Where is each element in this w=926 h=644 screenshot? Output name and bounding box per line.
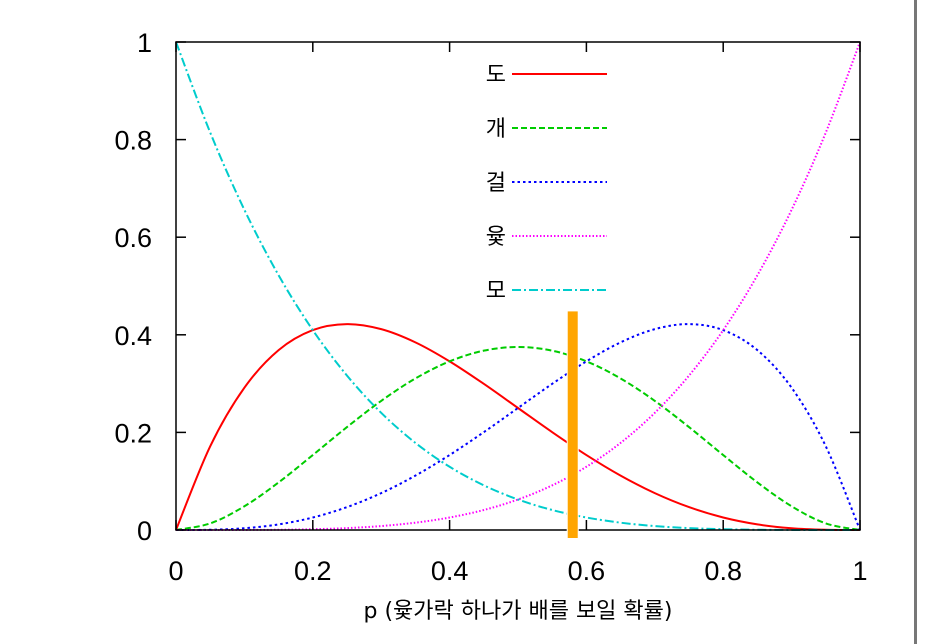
legend-label: 모 xyxy=(486,279,506,304)
legend-label: 걸 xyxy=(486,171,506,196)
series-line-5 xyxy=(175,41,861,532)
x-tick-label: 0.2 xyxy=(294,556,332,586)
marker-layer xyxy=(566,307,579,539)
y-tick-label: 0.2 xyxy=(114,418,152,448)
series-line-4 xyxy=(175,41,861,532)
legend-label: 윷 xyxy=(486,225,506,250)
x-tick-label: 0.6 xyxy=(568,556,606,586)
y-tick-label: 0.4 xyxy=(114,321,152,351)
legend-label: 개 xyxy=(486,117,506,142)
marker-bar xyxy=(567,311,578,538)
y-tick-label: 0 xyxy=(137,516,152,546)
series-line-2 xyxy=(175,345,861,531)
page-border xyxy=(914,0,917,644)
y-tick-label: 0.8 xyxy=(114,126,152,156)
y-tick-label: 0.6 xyxy=(114,223,152,253)
series-layer xyxy=(175,41,861,532)
y-tick-label: 1 xyxy=(137,28,152,58)
x-tick-label: 0.4 xyxy=(431,556,469,586)
x-axis-title: p (윷가락 하나가 배를 보일 확률) xyxy=(364,599,673,624)
ticks-layer: 0 0.2 0.4 0.6 0.8 1 0 0.2 0.4 0.6 0.8 1 xyxy=(114,28,867,586)
plot-frame xyxy=(175,41,861,531)
x-tick-label: 0.8 xyxy=(704,556,742,586)
x-tick-label: 0 xyxy=(168,556,183,586)
series-line-1 xyxy=(175,323,861,531)
x-tick-label: 1 xyxy=(852,556,867,586)
series-line-3 xyxy=(175,323,861,531)
legend-label: 도 xyxy=(486,63,506,88)
